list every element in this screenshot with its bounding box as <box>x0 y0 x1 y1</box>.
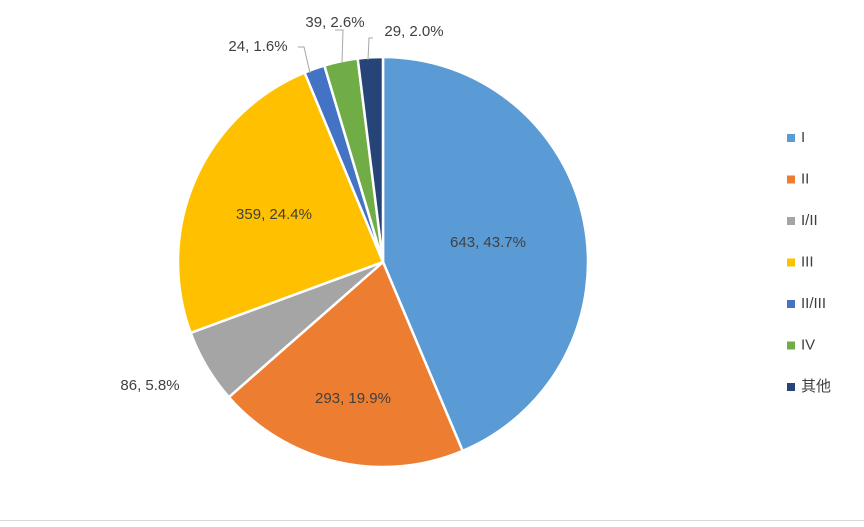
data-label-0: 643, 43.7% <box>450 234 526 251</box>
data-label-6: 29, 2.0% <box>384 23 443 40</box>
pie-slice-3 <box>176 70 385 335</box>
data-label-1: 293, 19.9% <box>315 390 391 407</box>
legend-label-2: I/II <box>801 212 818 229</box>
legend-swatch-6 <box>787 383 795 391</box>
legend-label-1: II <box>801 170 809 187</box>
legend-swatch-2 <box>787 217 795 225</box>
frame-divider <box>0 520 864 521</box>
pie-slice-6 <box>356 55 385 263</box>
leader-line-6 <box>367 37 373 61</box>
data-label-4: 24, 1.6% <box>228 38 287 55</box>
pie-slice-0 <box>381 55 590 453</box>
leader-line-5 <box>335 29 344 63</box>
leader-lines <box>298 29 373 74</box>
legend-label-3: III <box>801 253 814 270</box>
data-label-3: 359, 24.4% <box>236 206 312 223</box>
legend-swatch-0 <box>787 134 795 142</box>
legend-label-4: II/III <box>801 295 826 312</box>
legend-swatch-4 <box>787 300 795 308</box>
legend-swatch-1 <box>787 175 795 184</box>
leader-line-4 <box>298 46 311 74</box>
pie-slice-1 <box>227 259 465 469</box>
data-labels: 643, 43.7% 293, 19.9% 86, 5.8% 359, 24.4% 24… <box>120 14 526 407</box>
legend-label-6: 其他 <box>801 378 831 395</box>
legend-swatch-3 <box>787 258 795 267</box>
legend-label-5: IV <box>801 336 815 353</box>
data-label-5: 39, 2.6% <box>305 14 364 31</box>
legend-swatch-5 <box>787 341 795 350</box>
legend-label-0: I <box>801 129 805 146</box>
pie-slices <box>176 55 590 469</box>
data-label-2: 86, 5.8% <box>120 377 179 394</box>
